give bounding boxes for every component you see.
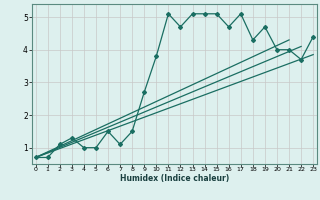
X-axis label: Humidex (Indice chaleur): Humidex (Indice chaleur) <box>120 174 229 183</box>
